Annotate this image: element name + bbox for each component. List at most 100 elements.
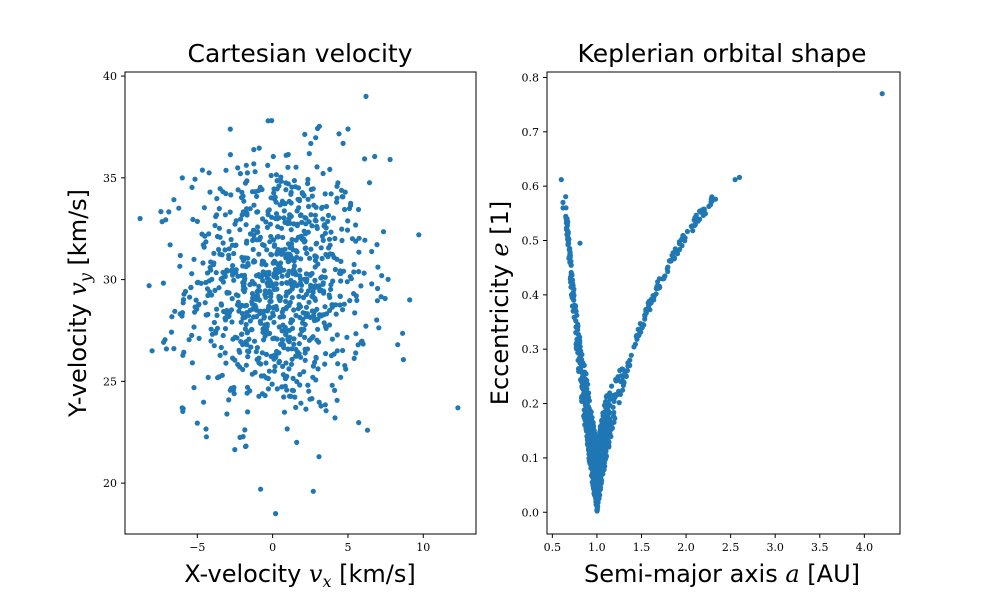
x-tick-label: 3.5	[811, 541, 829, 554]
data-point	[301, 192, 307, 198]
data-point	[326, 245, 332, 251]
data-point	[180, 300, 186, 306]
data-point	[310, 186, 316, 192]
data-point	[281, 215, 287, 221]
data-point	[179, 175, 185, 181]
data-point	[182, 288, 189, 295]
data-point	[297, 332, 303, 338]
data-point	[315, 326, 321, 332]
data-point	[341, 301, 347, 307]
data-point	[306, 388, 312, 394]
data-point	[304, 250, 310, 256]
data-point	[272, 194, 278, 200]
data-point	[243, 222, 249, 228]
data-point	[188, 285, 194, 291]
data-point	[302, 231, 309, 237]
data-point	[253, 349, 259, 355]
data-point	[589, 473, 595, 479]
data-point	[363, 93, 369, 99]
data-point	[285, 241, 292, 247]
data-point	[313, 377, 319, 383]
data-point	[191, 385, 197, 391]
data-point	[251, 147, 257, 153]
data-point	[697, 208, 703, 214]
data-point	[303, 304, 310, 310]
data-point	[239, 189, 245, 195]
data-point	[192, 176, 198, 182]
data-point	[271, 286, 277, 293]
y-tick-label: 30	[103, 274, 117, 287]
y-tick-label: 25	[103, 375, 117, 388]
data-point	[250, 294, 256, 300]
data-point	[240, 257, 246, 264]
data-point	[288, 361, 295, 367]
data-point	[250, 227, 257, 233]
velocity-plot-area	[137, 93, 461, 517]
data-point	[226, 228, 232, 235]
data-point	[249, 301, 256, 307]
data-point	[289, 387, 295, 393]
data-point	[267, 239, 273, 245]
data-point	[602, 411, 608, 417]
y-axis-label-var: e	[486, 242, 514, 256]
y-axis-label: Eccentricity e [1]	[486, 201, 514, 405]
data-point	[254, 292, 260, 298]
data-point	[358, 283, 364, 289]
data-point	[216, 246, 222, 253]
data-point	[313, 218, 319, 224]
data-point	[206, 231, 212, 237]
data-point	[204, 286, 211, 292]
x-tick-label: −5	[189, 541, 205, 554]
data-point	[669, 252, 675, 259]
data-point	[622, 371, 628, 377]
data-point	[327, 251, 333, 257]
data-point	[251, 338, 258, 344]
data-point	[265, 386, 271, 392]
data-point	[274, 386, 280, 392]
data-point	[146, 283, 152, 289]
data-point	[233, 269, 239, 276]
data-point	[611, 409, 617, 416]
data-point	[306, 151, 312, 157]
data-point	[340, 347, 346, 354]
x-tick-label: 0	[269, 541, 276, 554]
data-point	[235, 273, 241, 279]
data-point	[276, 293, 282, 299]
data-point	[337, 302, 343, 308]
data-point	[340, 194, 346, 200]
data-point	[332, 415, 338, 421]
data-point	[306, 299, 312, 305]
data-point	[272, 281, 279, 287]
data-point	[263, 219, 269, 225]
data-point	[228, 192, 234, 198]
data-point	[334, 199, 340, 205]
data-point	[256, 393, 262, 399]
data-point	[274, 275, 280, 281]
data-point	[241, 198, 247, 204]
data-point	[332, 266, 338, 273]
data-point	[168, 329, 175, 335]
data-point	[231, 277, 237, 283]
data-point	[216, 225, 222, 231]
data-point	[593, 484, 600, 490]
data-point	[277, 265, 283, 271]
data-point	[247, 318, 253, 324]
data-point	[291, 221, 297, 227]
data-point	[360, 341, 366, 347]
data-point	[252, 169, 258, 175]
data-point	[297, 267, 303, 273]
data-point	[300, 320, 306, 326]
data-point	[376, 325, 382, 331]
data-point	[243, 162, 249, 168]
data-point	[385, 276, 391, 282]
data-point	[380, 229, 387, 235]
data-point	[266, 331, 272, 337]
data-point	[245, 409, 251, 415]
data-point	[286, 268, 292, 274]
data-point	[240, 366, 246, 373]
x-axis-label-var: v	[309, 560, 323, 588]
data-point	[334, 397, 340, 403]
data-point	[334, 348, 340, 354]
data-point	[248, 344, 254, 350]
data-point	[216, 206, 222, 212]
